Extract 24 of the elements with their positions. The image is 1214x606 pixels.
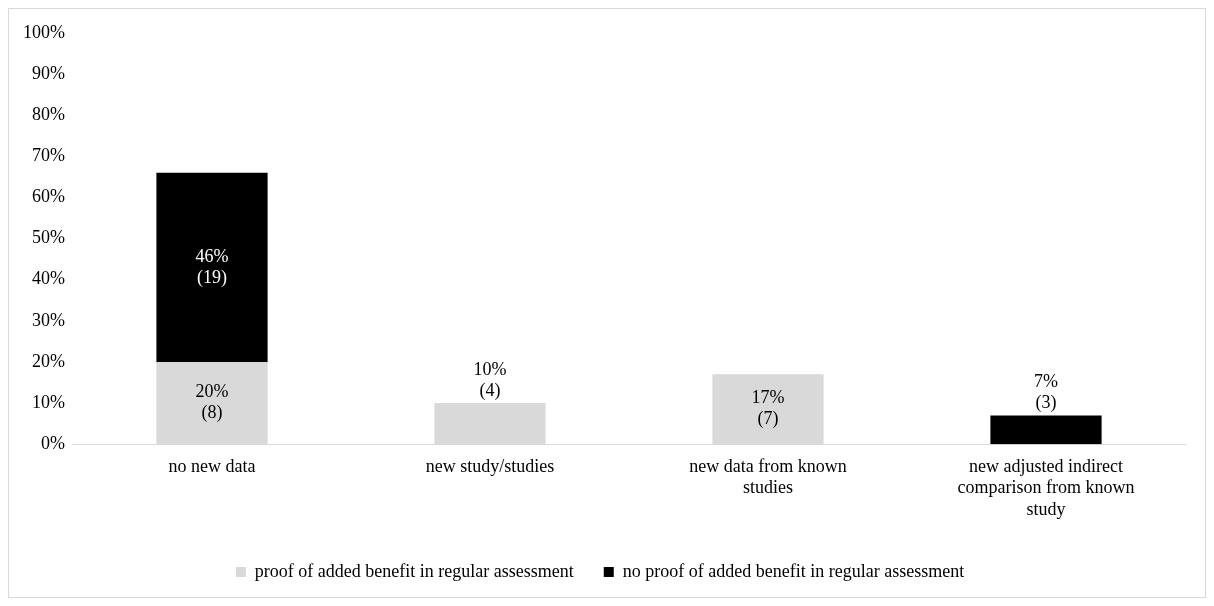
y-tick-label: 70% bbox=[31, 145, 65, 166]
y-tick-label: 30% bbox=[31, 309, 65, 330]
y-tick-label: 50% bbox=[31, 227, 65, 248]
y-tick-label: 20% bbox=[31, 350, 65, 371]
y-tick-label: 40% bbox=[31, 268, 65, 289]
y-tick-label: 0% bbox=[40, 432, 65, 453]
bar bbox=[990, 415, 1102, 445]
legend-label: proof of added benefit in regular assessment bbox=[254, 560, 574, 581]
y-tick-label: 60% bbox=[31, 186, 65, 207]
data-label: 46% (19) bbox=[195, 245, 229, 288]
data-label: 10% (4) bbox=[473, 358, 507, 401]
x-tick-label: new data from known studies bbox=[689, 455, 847, 498]
data-label: 20% (8) bbox=[195, 381, 229, 424]
y-tick-label: 10% bbox=[31, 391, 65, 412]
legend-label: no proof of added benefit in regular assessment bbox=[622, 560, 965, 581]
y-tick-label: 90% bbox=[31, 62, 65, 83]
y-tick-label: 80% bbox=[31, 103, 65, 124]
x-tick-label: new study/studies bbox=[425, 455, 555, 476]
data-label: 17% (7) bbox=[751, 387, 785, 430]
bar bbox=[156, 172, 268, 362]
x-tick-label: new adjusted indirect comparison from known study bbox=[957, 455, 1135, 519]
y-tick-label: 100% bbox=[22, 21, 65, 42]
x-tick-label: no new data bbox=[168, 455, 256, 476]
data-label: 7% (3) bbox=[1034, 371, 1058, 414]
